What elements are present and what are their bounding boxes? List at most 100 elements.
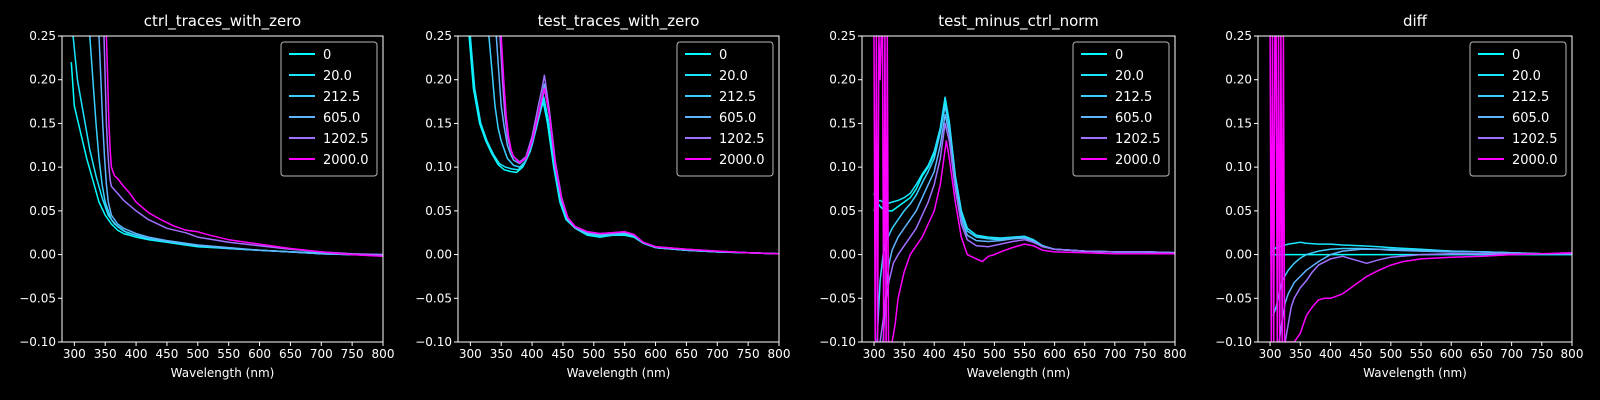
series-line-2000.0 — [105, 36, 383, 258]
y-tick-label: 0.20 — [829, 73, 856, 87]
series-group — [70, 36, 383, 258]
x-tick-label: 600 — [644, 347, 667, 361]
chart-panel-1: test_traces_with_zero 300 350 400 450 500 550 6… — [415, 12, 790, 380]
x-tick-label: 300 — [63, 347, 86, 361]
chart-title: test_minus_ctrl_norm — [938, 12, 1099, 31]
y-tick-label: 0.20 — [29, 73, 56, 87]
y-tick-label: −0.10 — [1215, 335, 1252, 349]
series-line-2000.0 — [500, 36, 779, 255]
chart-title: test_traces_with_zero — [538, 12, 700, 31]
series-line-1202.5 — [103, 36, 383, 256]
x-tick-label: 650 — [1470, 347, 1493, 361]
y-tick-label: 0.20 — [1225, 73, 1252, 87]
series-group — [1269, 36, 1572, 342]
series-line-605.0 — [98, 36, 383, 256]
chart-panel-2: test_minus_ctrl_norm 300 350 400 450 500 550 60… — [819, 12, 1186, 380]
y-tick-label: 0.05 — [29, 204, 56, 218]
x-tick-label: 750 — [1530, 347, 1553, 361]
series-group — [873, 36, 1175, 342]
x-tick-label: 700 — [706, 347, 729, 361]
legend-entry: 0 — [323, 48, 331, 63]
x-tick-label: 800 — [768, 347, 791, 361]
legend-entry: 605.0 — [323, 111, 360, 126]
x-tick-label: 400 — [125, 347, 148, 361]
series-line-1202.5 — [879, 122, 1175, 342]
y-tick-label: 0.15 — [829, 116, 856, 130]
x-tick-label: 600 — [1440, 347, 1463, 361]
legend-entry: 0 — [1115, 48, 1123, 63]
legend-entry: 212.5 — [719, 90, 756, 105]
legend-entry: 20.0 — [719, 69, 748, 84]
series-line-2000.0 — [873, 36, 1175, 342]
legend-entry: 2000.0 — [1115, 153, 1161, 168]
y-tick-label: 0.00 — [829, 248, 856, 262]
x-tick-label: 700 — [1500, 347, 1523, 361]
y-tick-label: −0.10 — [819, 335, 856, 349]
x-tick-label: 550 — [1410, 347, 1433, 361]
y-tick-label: 0.00 — [29, 248, 56, 262]
x-tick-label: 500 — [582, 347, 605, 361]
y-tick-label: 0.10 — [1225, 160, 1252, 174]
y-tick-label: 0.20 — [425, 73, 452, 87]
y-tick-label: 0.10 — [829, 160, 856, 174]
x-tick-label: 600 — [248, 347, 271, 361]
legend-entry: 2000.0 — [1512, 153, 1558, 168]
legend-entry: 1202.5 — [1512, 132, 1558, 147]
x-tick-label: 800 — [372, 347, 395, 361]
x-tick-label: 750 — [341, 347, 364, 361]
y-tick-label: 0.05 — [1225, 204, 1252, 218]
chart-title: ctrl_traces_with_zero — [144, 12, 301, 31]
legend-entry: 605.0 — [1115, 111, 1152, 126]
legend-entry: 20.0 — [1512, 69, 1541, 84]
y-tick-label: 0.00 — [425, 248, 452, 262]
series-line-605.0 — [1278, 248, 1572, 342]
y-tick-label: −0.05 — [415, 291, 452, 305]
x-tick-label: 300 — [1259, 347, 1282, 361]
legend: 0 20.0 212.5 605.0 1202.5 2000.0 — [676, 41, 774, 177]
y-tick-label: −0.05 — [819, 291, 856, 305]
x-tick-label: 750 — [737, 347, 760, 361]
x-tick-label: 700 — [310, 347, 333, 361]
legend-entry: 1202.5 — [719, 132, 765, 147]
x-tick-label: 450 — [551, 347, 574, 361]
legend-entry: 20.0 — [323, 69, 352, 84]
plot-frame — [1257, 35, 1573, 343]
legend: 0 20.0 212.5 605.0 1202.5 2000.0 — [280, 41, 378, 177]
x-tick-label: 650 — [1073, 347, 1096, 361]
y-tick-label: 0.05 — [425, 204, 452, 218]
x-tick-label: 450 — [1349, 347, 1372, 361]
x-tick-label: 550 — [613, 347, 636, 361]
x-axis-label: Wavelength (nm) — [967, 366, 1071, 380]
y-tick-label: 0.25 — [29, 29, 56, 43]
legend-entry: 0 — [1512, 48, 1520, 63]
y-tick-label: 0.10 — [425, 160, 452, 174]
legend: 0 20.0 212.5 605.0 1202.5 2000.0 — [1469, 41, 1567, 177]
chart-panel-3: diff 300 350 400 450 500 550 600 650 700 750 800 −0.… — [1215, 12, 1583, 380]
x-tick-label: 500 — [186, 347, 209, 361]
plot-frame — [61, 35, 384, 343]
legend-entry: 212.5 — [323, 90, 360, 105]
x-axis-label: Wavelength (nm) — [1363, 366, 1467, 380]
y-tick-label: 0.25 — [829, 29, 856, 43]
x-tick-label: 750 — [1133, 347, 1156, 361]
x-tick-label: 450 — [953, 347, 976, 361]
x-tick-label: 350 — [490, 347, 513, 361]
x-tick-label: 500 — [1379, 347, 1402, 361]
x-tick-label: 350 — [1289, 347, 1312, 361]
plot-frame — [457, 35, 780, 343]
x-tick-label: 800 — [1164, 347, 1187, 361]
y-tick-label: −0.05 — [1215, 291, 1252, 305]
chart-panel-0: ctrl_traces_with_zero 300 350 400 450 500 550 6… — [19, 12, 394, 380]
y-tick-label: −0.05 — [19, 291, 56, 305]
x-tick-label: 700 — [1103, 347, 1126, 361]
legend-entry: 0 — [719, 48, 727, 63]
x-tick-label: 400 — [923, 347, 946, 361]
legend-entry: 212.5 — [1512, 90, 1549, 105]
y-tick-label: −0.10 — [19, 335, 56, 349]
x-tick-label: 500 — [983, 347, 1006, 361]
legend-entry: 1202.5 — [323, 132, 369, 147]
x-tick-label: 550 — [217, 347, 240, 361]
x-tick-label: 650 — [675, 347, 698, 361]
x-axis-label: Wavelength (nm) — [171, 366, 275, 380]
